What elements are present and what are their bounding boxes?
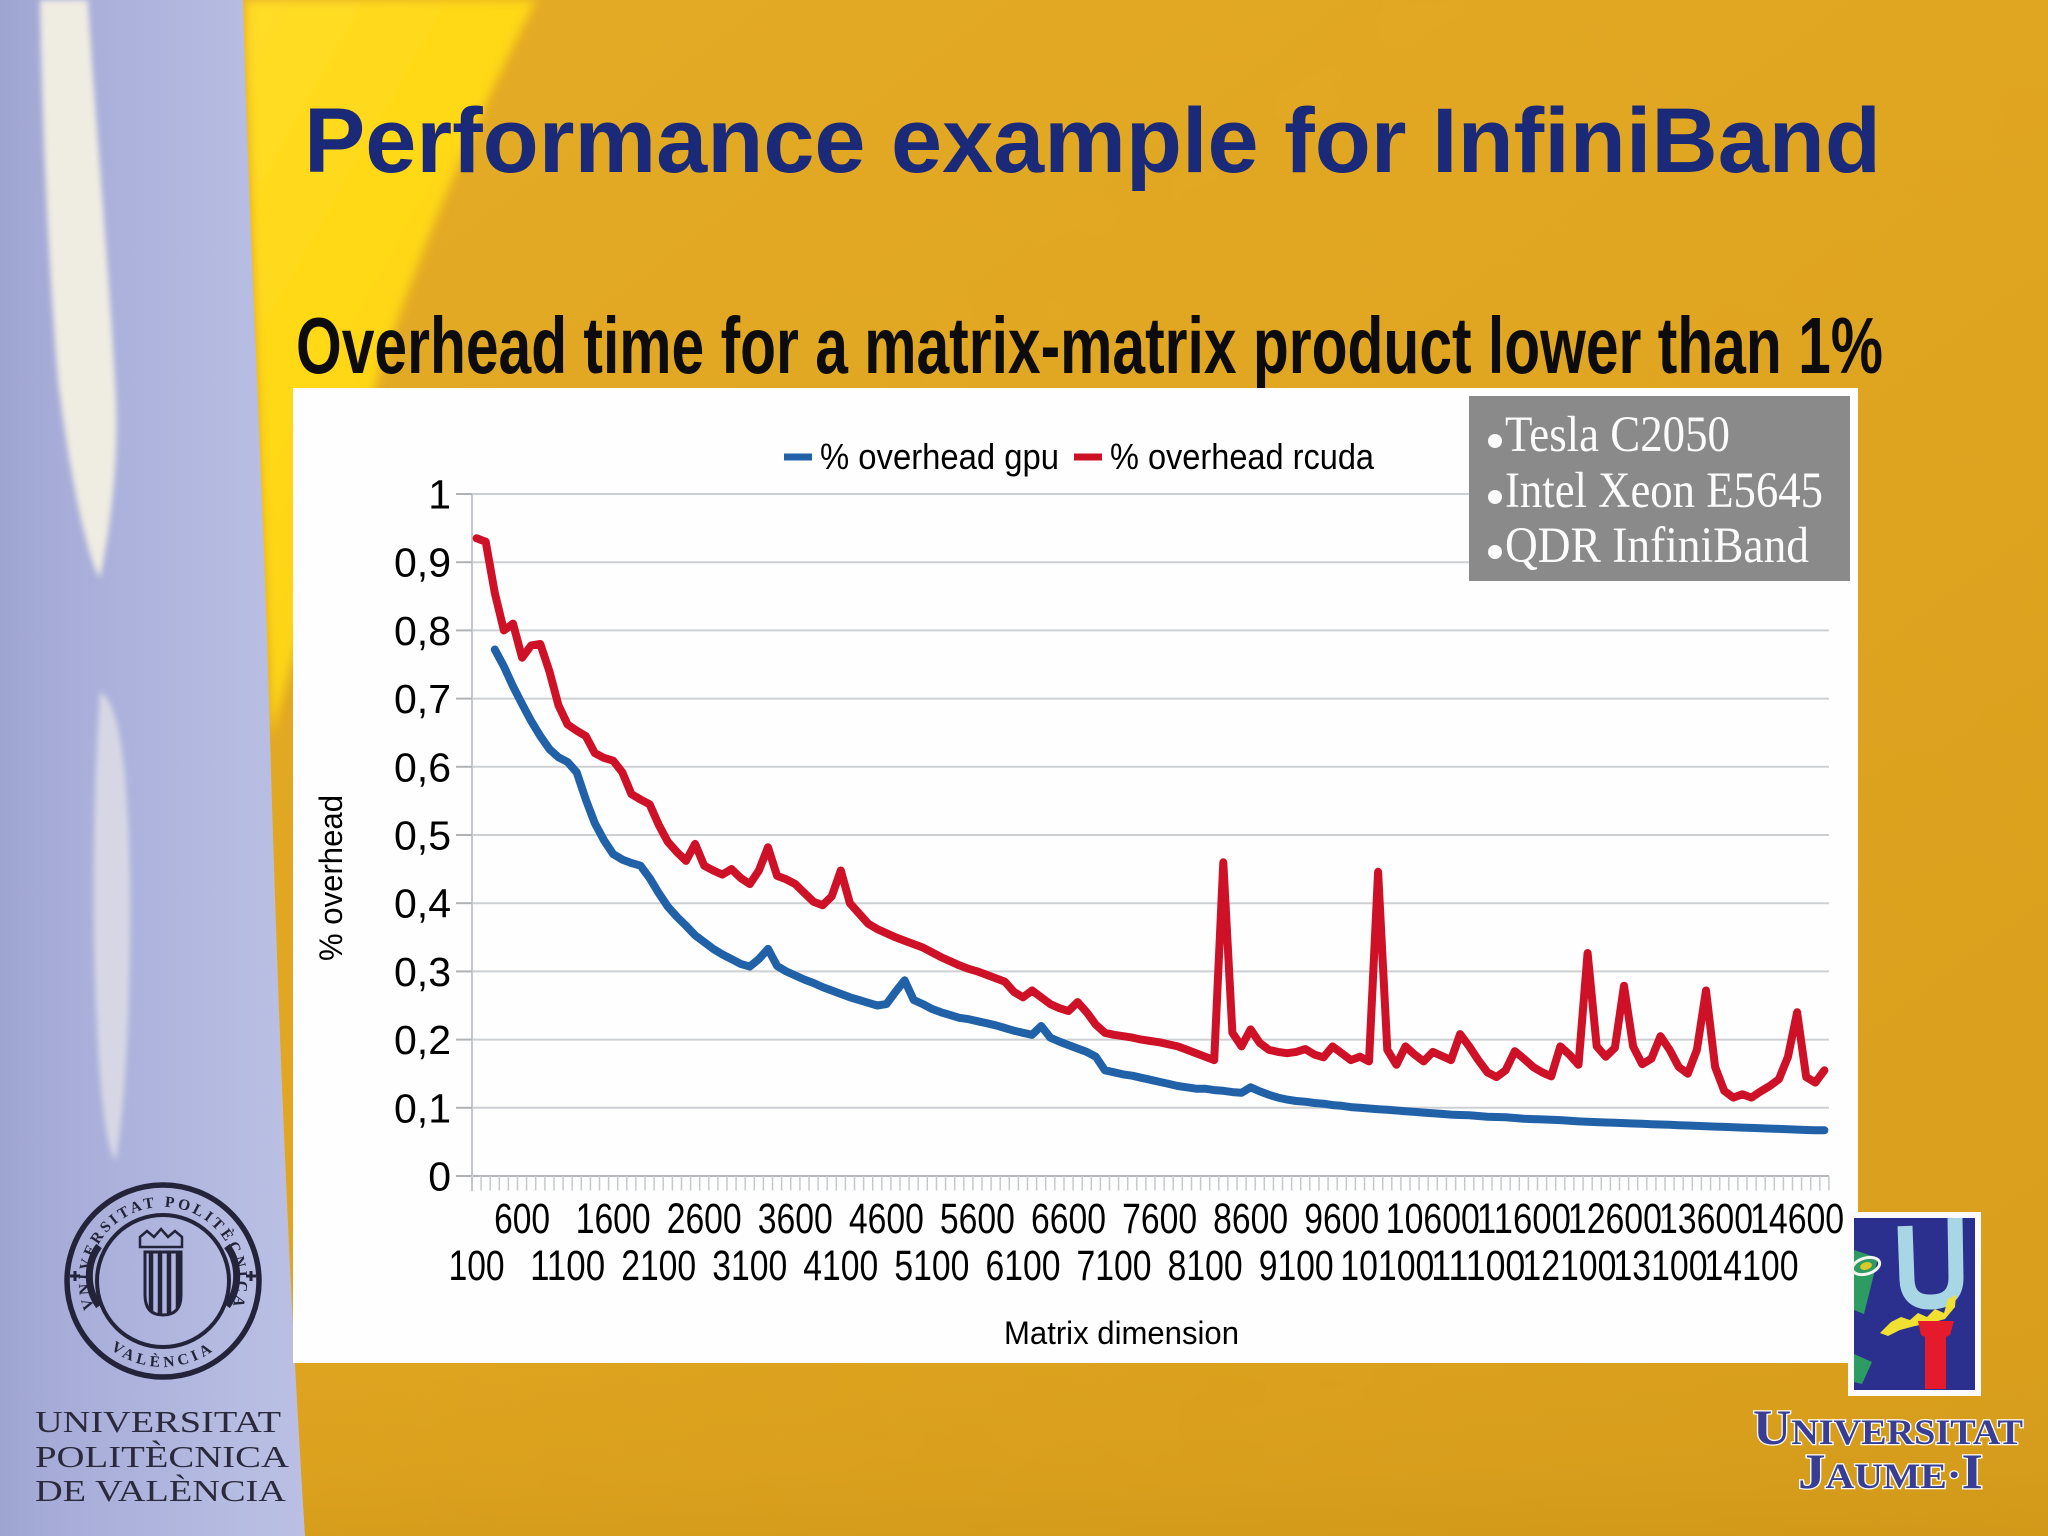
svg-text:POLITÈCNICA: POLITÈCNICA xyxy=(35,1439,290,1474)
svg-text:0,7: 0,7 xyxy=(394,676,451,722)
svg-text:7100: 7100 xyxy=(1077,1242,1152,1290)
svg-text:12100: 12100 xyxy=(1522,1242,1616,1290)
svg-text:11600: 11600 xyxy=(1477,1195,1571,1243)
svg-text:1: 1 xyxy=(428,472,451,518)
svg-text:QDR InfiniBand: QDR InfiniBand xyxy=(1505,518,1809,574)
svg-text:12600: 12600 xyxy=(1568,1195,1662,1243)
svg-text:9100: 9100 xyxy=(1259,1242,1334,1290)
svg-text:% overhead gpu: % overhead gpu xyxy=(820,436,1059,477)
svg-text:8100: 8100 xyxy=(1168,1242,1243,1290)
svg-text:% overhead rcuda: % overhead rcuda xyxy=(1110,436,1375,477)
svg-text:Tesla C2050: Tesla C2050 xyxy=(1505,407,1730,463)
svg-text:600: 600 xyxy=(494,1195,550,1243)
svg-text:2600: 2600 xyxy=(667,1195,742,1243)
svg-text:7600: 7600 xyxy=(1122,1195,1197,1243)
svg-text:JAUME·I: JAUME ·I xyxy=(1798,1443,1983,1499)
svg-text:0,4: 0,4 xyxy=(394,881,451,927)
svg-text:0,9: 0,9 xyxy=(394,540,451,586)
svg-text:13600: 13600 xyxy=(1659,1195,1753,1243)
svg-text:0,5: 0,5 xyxy=(394,813,451,859)
svg-text:10600: 10600 xyxy=(1386,1195,1480,1243)
svg-text:6600: 6600 xyxy=(1031,1195,1106,1243)
svg-text:14600: 14600 xyxy=(1750,1195,1844,1243)
svg-text:UNIVERSITAT: UNIVERSITAT xyxy=(35,1404,281,1439)
svg-text:6100: 6100 xyxy=(986,1242,1061,1290)
svg-text:1100: 1100 xyxy=(530,1242,605,1290)
svg-text:UNIVERSITAT: UNIVERSITAT xyxy=(1753,1399,2023,1455)
svg-text:3100: 3100 xyxy=(712,1242,787,1290)
svg-text:4600: 4600 xyxy=(849,1195,924,1243)
svg-text:0,1: 0,1 xyxy=(394,1085,451,1131)
svg-text:Overhead time for a matrix-mat: Overhead time for a matrix-matrix produc… xyxy=(296,301,1883,390)
svg-text:Intel Xeon E5645: Intel Xeon E5645 xyxy=(1505,463,1823,519)
svg-text:4100: 4100 xyxy=(803,1242,878,1290)
svg-text:9600: 9600 xyxy=(1304,1195,1379,1243)
svg-text:11100: 11100 xyxy=(1431,1242,1525,1290)
svg-text:Matrix dimension: Matrix dimension xyxy=(1004,1315,1239,1351)
svg-text:5600: 5600 xyxy=(940,1195,1015,1243)
svg-text:DE VALÈNCIA: DE VALÈNCIA xyxy=(35,1473,287,1508)
svg-text:0,2: 0,2 xyxy=(394,1017,451,1063)
svg-text:0,3: 0,3 xyxy=(394,949,451,995)
svg-text:3600: 3600 xyxy=(758,1195,833,1243)
svg-text:Performance example for Infini: Performance example for InfiniBand xyxy=(304,90,1881,192)
svg-text:% overhead: % overhead xyxy=(313,795,349,961)
svg-text:0,6: 0,6 xyxy=(394,744,451,790)
svg-text:1600: 1600 xyxy=(576,1195,651,1243)
svg-text:13100: 13100 xyxy=(1614,1242,1708,1290)
svg-text:100: 100 xyxy=(449,1242,505,1290)
svg-text:10100: 10100 xyxy=(1340,1242,1434,1290)
svg-text:0,8: 0,8 xyxy=(394,608,451,654)
svg-text:2100: 2100 xyxy=(621,1242,696,1290)
svg-text:5100: 5100 xyxy=(894,1242,969,1290)
svg-text:0: 0 xyxy=(428,1154,451,1200)
svg-text:14100: 14100 xyxy=(1705,1242,1799,1290)
svg-text:8600: 8600 xyxy=(1213,1195,1288,1243)
